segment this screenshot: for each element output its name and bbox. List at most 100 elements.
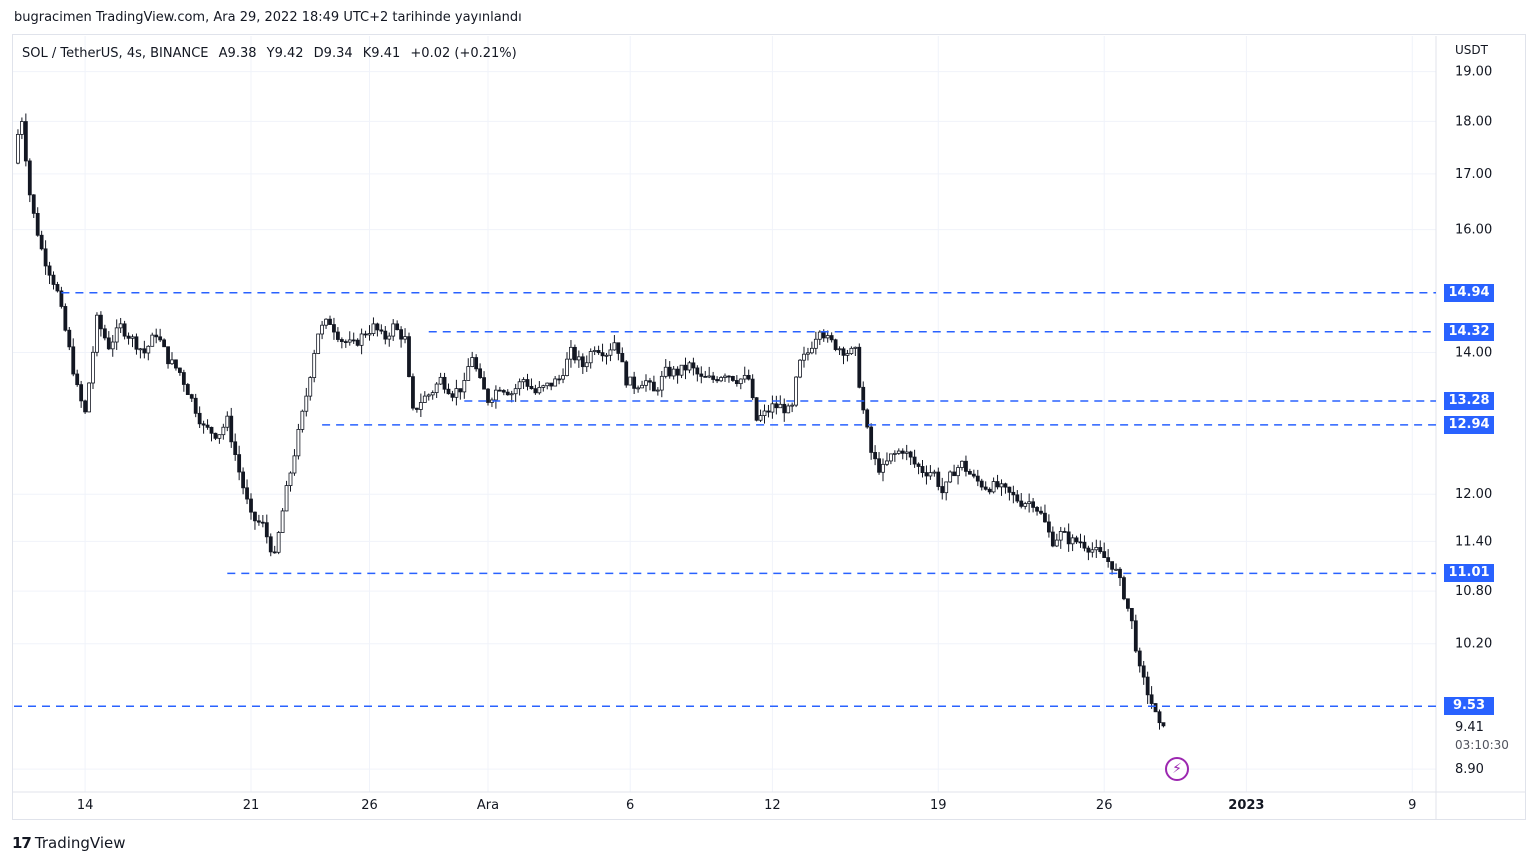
candle-body bbox=[363, 333, 368, 336]
y-tick-label: 19.00 bbox=[1455, 65, 1492, 80]
candle-body bbox=[383, 330, 388, 340]
candle-body bbox=[355, 339, 360, 346]
currency-label[interactable]: USDT bbox=[1455, 43, 1488, 57]
candle-body bbox=[1110, 561, 1114, 570]
candle-body bbox=[316, 333, 321, 354]
candle-body bbox=[699, 373, 704, 377]
candle-body bbox=[715, 379, 719, 382]
x-tick-label: 19 bbox=[930, 798, 947, 813]
candle-body bbox=[810, 347, 814, 354]
candle-body bbox=[1137, 650, 1142, 667]
candle-body bbox=[604, 354, 609, 357]
candle-body bbox=[1082, 541, 1087, 549]
candle-body bbox=[837, 348, 842, 351]
candle-body bbox=[51, 274, 56, 285]
candle-body bbox=[833, 339, 838, 350]
candle-body bbox=[201, 423, 206, 426]
x-tick-label: 21 bbox=[243, 798, 260, 813]
candle-body bbox=[881, 463, 885, 473]
level-price-tag[interactable]: 9.53 bbox=[1444, 697, 1494, 716]
candle-body bbox=[904, 451, 909, 454]
candle-body bbox=[628, 376, 633, 386]
candle-body bbox=[138, 348, 143, 351]
candle-body bbox=[513, 388, 518, 395]
candle-body bbox=[596, 350, 601, 354]
candle-body bbox=[150, 334, 155, 347]
candle-body bbox=[861, 386, 866, 411]
candle-body bbox=[1043, 512, 1047, 523]
candle-body bbox=[304, 395, 309, 412]
candle-body bbox=[75, 373, 80, 386]
y-tick-label: 17.00 bbox=[1455, 167, 1492, 182]
candle-body bbox=[170, 359, 174, 365]
level-price-tag[interactable]: 12.94 bbox=[1444, 415, 1494, 434]
candle-body bbox=[1141, 665, 1146, 678]
candle-body bbox=[1070, 537, 1075, 545]
candle-body bbox=[458, 388, 463, 393]
candle-body bbox=[671, 368, 676, 377]
candle-body bbox=[130, 336, 135, 339]
level-price-tag[interactable]: 14.94 bbox=[1444, 283, 1494, 302]
candle-body bbox=[632, 376, 637, 389]
candle-body bbox=[584, 362, 589, 368]
candle-body bbox=[782, 403, 787, 414]
candle-body bbox=[644, 380, 648, 386]
candle-body bbox=[1122, 577, 1126, 600]
candle-body bbox=[162, 339, 167, 348]
candle-body bbox=[320, 324, 325, 335]
candle-body bbox=[411, 376, 415, 409]
symbol-name[interactable]: SOL / TetherUS, 4s, BINANCE bbox=[22, 46, 209, 61]
candle-body bbox=[1145, 676, 1150, 696]
candle-body bbox=[695, 367, 700, 375]
candle-body bbox=[1157, 711, 1162, 724]
candle-body bbox=[493, 389, 498, 401]
candle-body bbox=[940, 486, 945, 494]
candle-body bbox=[675, 368, 680, 376]
candle-body bbox=[802, 353, 806, 361]
candle-body bbox=[707, 375, 712, 378]
candle-body bbox=[185, 384, 190, 395]
candle-body bbox=[758, 415, 763, 421]
candle-body bbox=[924, 472, 929, 477]
candle-body bbox=[983, 486, 988, 490]
candle-body bbox=[588, 351, 593, 364]
x-tick-label: 26 bbox=[361, 798, 378, 813]
level-price-tag[interactable]: 14.32 bbox=[1444, 322, 1494, 341]
candle-body bbox=[95, 314, 99, 353]
x-tick-label: 9 bbox=[1408, 798, 1416, 813]
candle-body bbox=[529, 385, 534, 390]
candle-body bbox=[987, 488, 992, 493]
candle-body bbox=[308, 377, 313, 397]
candle-body bbox=[189, 394, 194, 399]
candle-body bbox=[727, 375, 731, 378]
candle-body bbox=[790, 404, 795, 407]
candle-body bbox=[1023, 503, 1028, 507]
level-price-tag[interactable]: 13.28 bbox=[1444, 392, 1494, 411]
candle-body bbox=[687, 362, 692, 371]
level-price-tag[interactable]: 11.01 bbox=[1444, 564, 1494, 583]
candle-body bbox=[549, 382, 554, 387]
candle-body bbox=[991, 481, 996, 493]
tradingview-logo[interactable]: 17 TradingView bbox=[12, 834, 126, 852]
candle-body bbox=[766, 410, 771, 413]
candle-body bbox=[561, 375, 565, 380]
candle-body bbox=[1102, 551, 1107, 558]
chart-frame[interactable] bbox=[12, 34, 1526, 820]
candle-body bbox=[1149, 694, 1154, 704]
candle-body bbox=[667, 366, 672, 377]
candle-body bbox=[731, 376, 735, 381]
candle-body bbox=[245, 487, 249, 500]
candle-body bbox=[47, 265, 52, 276]
candle-body bbox=[1015, 494, 1020, 502]
candle-body bbox=[106, 337, 111, 350]
candle-body bbox=[505, 391, 510, 396]
y-tick-label: 8.90 bbox=[1455, 762, 1484, 777]
candle-body bbox=[640, 384, 644, 389]
candle-body bbox=[43, 248, 48, 267]
symbol-legend[interactable]: SOL / TetherUS, 4s, BINANCE A9.38 Y9.42 … bbox=[22, 46, 523, 61]
candle-body bbox=[450, 393, 455, 398]
candle-body bbox=[114, 327, 119, 343]
candle-body bbox=[932, 471, 937, 474]
lightning-icon[interactable]: ⚡ bbox=[1165, 757, 1189, 781]
